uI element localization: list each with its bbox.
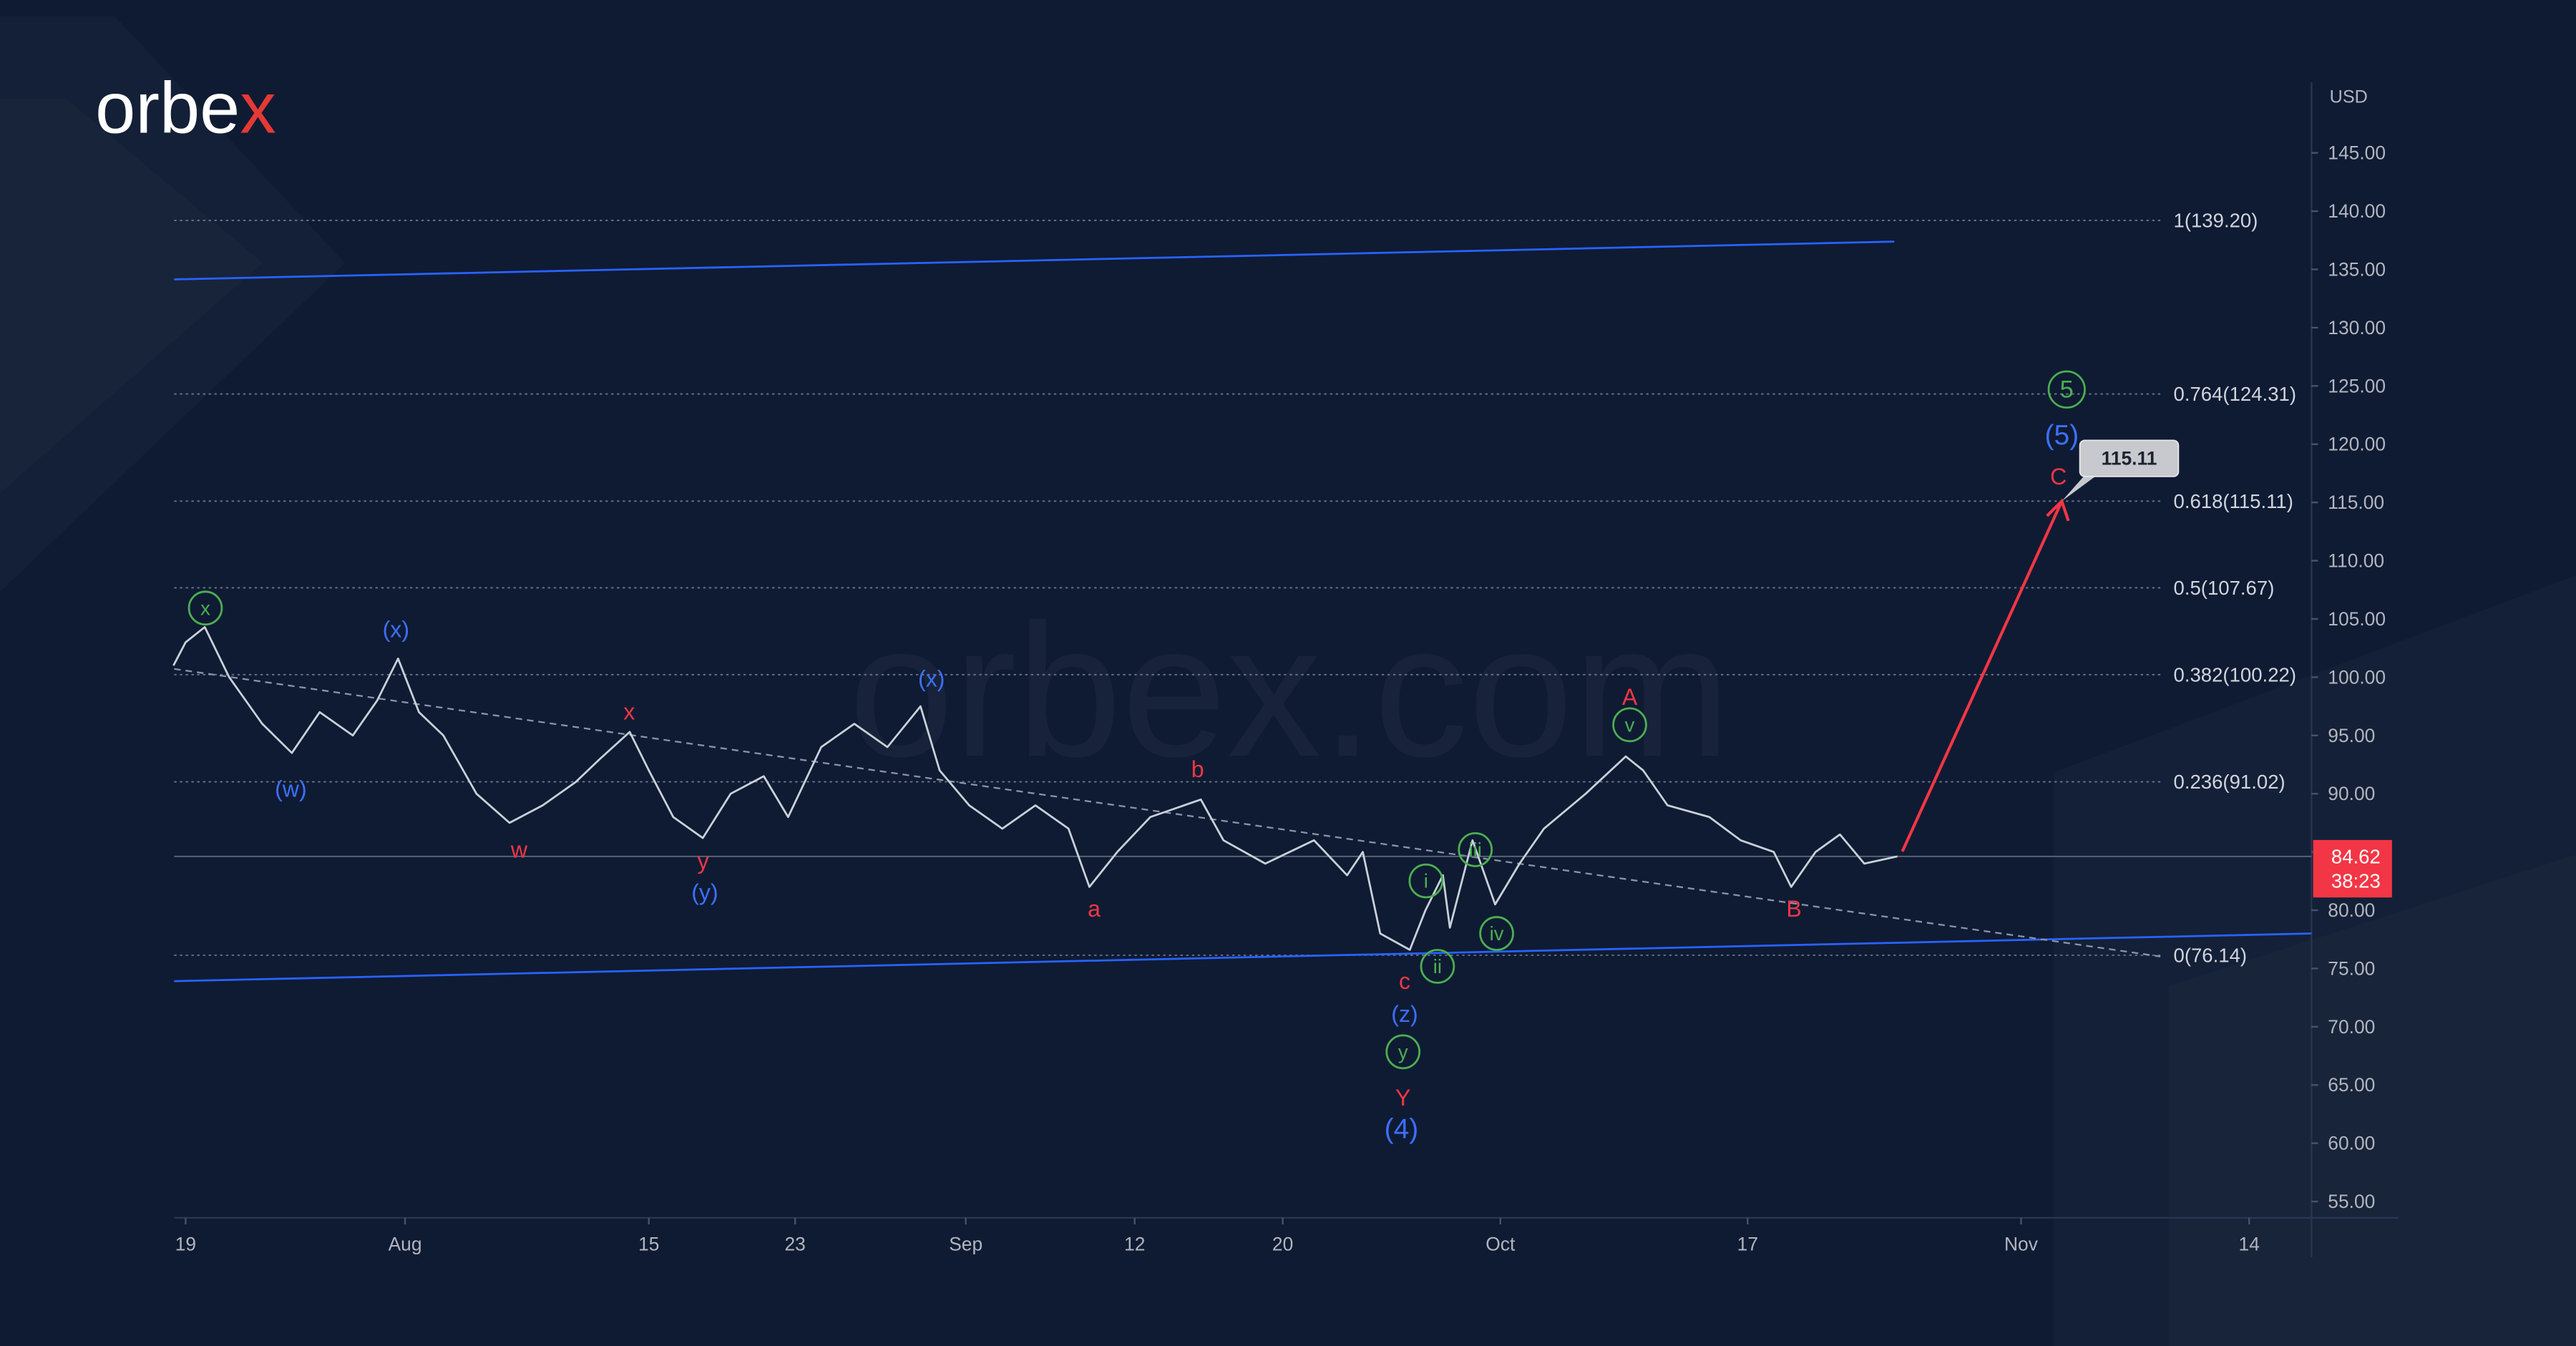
wave-label: i — [1424, 870, 1428, 892]
y-tick-label: 70.00 — [2328, 1016, 2375, 1038]
fib-level-label: 0.236(91.02) — [2174, 771, 2285, 793]
x-tick-label: Aug — [389, 1234, 422, 1255]
wave-label: ii — [1433, 955, 1442, 977]
wave-label: Y — [1395, 1085, 1410, 1111]
wave-label: (w) — [275, 776, 307, 801]
wave-label: B — [1786, 896, 1801, 922]
x-tick-label: 19 — [175, 1234, 196, 1255]
y-tick-label: 80.00 — [2328, 899, 2375, 921]
watermark: orbex.com — [849, 585, 1731, 796]
fib-level-label: 0.5(107.67) — [2174, 577, 2275, 599]
wave-circle — [1420, 949, 1455, 984]
y-tick-label: 120.00 — [2328, 434, 2386, 455]
wave-label: a — [1088, 896, 1101, 922]
wave-circle — [187, 590, 223, 626]
currency-label: USD — [2330, 87, 2368, 107]
y-tick-label: 75.00 — [2328, 957, 2375, 979]
y-tick-label: 90.00 — [2328, 783, 2375, 804]
countdown-label: 38:23 — [2331, 870, 2381, 892]
x-tick-label: Sep — [949, 1234, 982, 1255]
wave-label: iv — [1490, 922, 1504, 945]
wave-label: iii — [1469, 839, 1482, 861]
wave-label: (5) — [2045, 420, 2079, 451]
y-tick-label: 130.00 — [2328, 317, 2386, 338]
wave-circle — [1479, 916, 1514, 951]
x-tick-label: 20 — [1272, 1234, 1293, 1255]
wave-circle — [1458, 832, 1493, 867]
wave-circle — [1408, 863, 1444, 899]
x-tick-label: Oct — [1485, 1234, 1516, 1255]
y-tick-label: 95.00 — [2328, 725, 2375, 746]
projection-arrow — [1901, 500, 2064, 852]
x-tick-label: 17 — [1737, 1234, 1758, 1255]
wave-label: x — [623, 698, 635, 724]
callout-tail — [2062, 473, 2100, 502]
last-price-badge — [2313, 839, 2392, 898]
y-tick-label: 140.00 — [2328, 200, 2386, 222]
y-tick-label: 145.00 — [2328, 142, 2386, 164]
x-tick-label: Nov — [2004, 1234, 2039, 1255]
wave-label: (x) — [918, 666, 945, 692]
wave-label: y — [1398, 1040, 1408, 1063]
y-tick-label: 115.00 — [2328, 492, 2384, 513]
callout-label: 115.11 — [2102, 448, 2157, 469]
x-tick-label: 14 — [2239, 1234, 2260, 1255]
y-tick-label: 105.00 — [2328, 608, 2386, 630]
channel-lower — [174, 932, 2312, 982]
price-line — [172, 625, 1898, 951]
arrow-head — [2046, 498, 2070, 522]
wave-label: A — [1622, 684, 1638, 710]
x-tick-label: 23 — [785, 1234, 806, 1255]
wave-circle — [2047, 370, 2086, 409]
wave-label: v — [1625, 713, 1635, 736]
wave-label: (z) — [1391, 1001, 1418, 1027]
wave-label: b — [1191, 756, 1204, 782]
wave-label: 5 — [2060, 376, 2074, 403]
wave-label: (y) — [691, 879, 718, 905]
x-tick-label: 12 — [1124, 1234, 1145, 1255]
fib-level-label: 0.618(115.11) — [2174, 490, 2293, 512]
wave-label: c — [1399, 968, 1410, 994]
wave-label: w — [510, 837, 528, 862]
y-tick-label: 135.00 — [2328, 258, 2386, 280]
trendline — [174, 668, 2161, 957]
wave-circle — [1385, 1034, 1421, 1070]
fib-level-label: 0.764(124.31) — [2174, 383, 2297, 405]
wave-label: x — [200, 597, 210, 619]
fib-level-label: 0.382(100.22) — [2174, 663, 2297, 686]
wave-label: (x) — [383, 617, 409, 643]
wave-label: y — [698, 848, 709, 874]
wave-label: (4) — [1385, 1113, 1419, 1144]
y-tick-label: 100.00 — [2328, 666, 2386, 688]
y-tick-label: 110.00 — [2328, 550, 2384, 572]
fib-level-label: 1(139.20) — [2174, 210, 2258, 232]
wave-label: C — [2050, 464, 2067, 489]
y-tick-label: 125.00 — [2328, 375, 2386, 396]
wave-circle — [1612, 707, 1647, 743]
callout-box — [2079, 439, 2180, 477]
x-tick-label: 15 — [638, 1234, 659, 1255]
channel-upper — [174, 240, 1895, 281]
logo: orbex — [95, 69, 276, 149]
y-tick-label: 55.00 — [2328, 1191, 2375, 1212]
y-tick-label: 65.00 — [2328, 1074, 2375, 1096]
last-price-label: 84.62 — [2331, 845, 2381, 867]
y-tick-label: 60.00 — [2328, 1133, 2375, 1154]
fib-level-label: 0(76.14) — [2174, 944, 2248, 966]
